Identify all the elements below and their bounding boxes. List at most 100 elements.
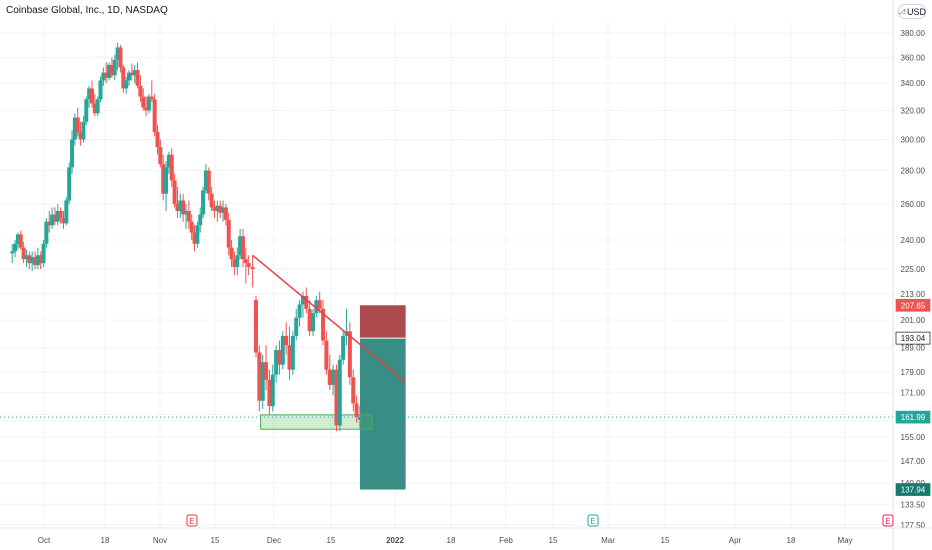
candle-body: [314, 300, 319, 314]
x-tick-label: Oct: [38, 536, 51, 545]
candle-body: [101, 72, 106, 81]
x-tick-label: 15: [211, 536, 220, 545]
x-tick-label: Apr: [729, 536, 742, 545]
candle-body: [201, 190, 206, 215]
candle-body: [98, 80, 103, 100]
x-tick-label: Feb: [499, 536, 513, 545]
candle-body: [172, 180, 177, 204]
candle-body: [32, 257, 37, 266]
earnings-marker-label: E: [590, 517, 595, 526]
candle-body: [55, 210, 60, 222]
candle-body: [112, 59, 117, 76]
price-badge-label: 137.94: [901, 486, 926, 495]
candle-body: [38, 255, 43, 264]
candle-body: [70, 139, 75, 168]
candle-body: [64, 200, 69, 224]
candle-body: [260, 362, 265, 401]
x-tick-label: Dec: [267, 536, 281, 545]
candle-body: [287, 345, 292, 370]
y-tick-label: 179.00: [901, 368, 926, 377]
x-tick-label: 18: [787, 536, 796, 545]
candle-body: [155, 132, 160, 148]
candle-body: [218, 205, 223, 213]
candle-body: [109, 64, 114, 76]
candle-body: [341, 335, 346, 360]
candle-body: [206, 170, 211, 194]
candle-body: [61, 218, 66, 224]
candle-body: [35, 255, 40, 266]
y-tick-label: 360.00: [901, 53, 926, 62]
candle-body: [104, 72, 109, 78]
candle-body: [221, 207, 226, 213]
candle-body: [175, 203, 180, 211]
earnings-marker: [587, 514, 599, 527]
earnings-marker: [882, 514, 894, 527]
chart-title: Coinbase Global, Inc., 1D, NASDAQ: [6, 5, 168, 16]
candle-body: [121, 67, 126, 89]
y-tick-label: 280.00: [901, 167, 926, 176]
candle-body: [310, 313, 315, 332]
candle-body: [274, 350, 279, 375]
candle-body: [253, 300, 258, 353]
candle-body: [264, 362, 269, 380]
y-tick-label: 380.00: [901, 29, 926, 38]
candle-body: [232, 259, 237, 268]
candle-body: [347, 331, 352, 378]
lock-icon: ⎇: [897, 8, 907, 16]
earnings-marker-label: E: [189, 517, 194, 526]
candle-body: [44, 221, 49, 244]
candle-body: [47, 221, 52, 226]
candle-body: [240, 236, 245, 260]
take-profit-zone: [359, 338, 406, 490]
grid-lines: [0, 22, 893, 528]
candle-body: [270, 374, 275, 407]
candle-body: [132, 70, 137, 76]
price-badge-label: 193.04: [901, 334, 926, 343]
candle-body: [334, 369, 339, 426]
candle-body: [192, 232, 197, 244]
price-badge-label: 207.65: [901, 301, 926, 310]
candle-body: [280, 335, 285, 365]
x-tick-label: 18: [447, 536, 456, 545]
candle-body: [27, 255, 32, 264]
price-badge-label: 161.99: [901, 413, 926, 422]
y-tick-label: 213.00: [901, 290, 926, 299]
candle-body: [300, 295, 305, 305]
currency-selector[interactable]: ⎇ USD: [898, 4, 926, 19]
candle-body: [166, 154, 171, 168]
candle-body: [229, 247, 234, 260]
candle-body: [21, 247, 26, 260]
y-tick-label: 147.00: [901, 457, 926, 466]
y-tick-label: 171.00: [901, 389, 926, 398]
candle-body: [198, 214, 203, 226]
stop-loss-zone: [359, 305, 406, 339]
candle-body: [152, 99, 157, 133]
candle-body: [58, 210, 63, 219]
candle-body: [304, 295, 309, 309]
candle-body: [13, 243, 18, 252]
x-tick-label: 2022: [386, 536, 404, 545]
y-tick-label: 189.00: [901, 344, 926, 353]
candle-body: [67, 167, 72, 201]
candle-body: [89, 88, 94, 104]
candle-body: [246, 263, 251, 268]
candle-body: [30, 257, 35, 264]
candle-body: [238, 236, 243, 256]
drawing-lines: [0, 254, 893, 418]
candle-body: [284, 335, 289, 346]
candle-body: [243, 259, 248, 264]
x-tick-label: 15: [661, 536, 670, 545]
candle-body: [209, 193, 214, 208]
candle-body: [52, 214, 57, 222]
candle-body: [290, 335, 295, 370]
y-tick-label: 201.00: [901, 316, 926, 325]
currency-label: USD: [907, 6, 927, 17]
support-zone: [260, 414, 373, 430]
candle-body: [18, 234, 23, 248]
candle-body: [178, 200, 183, 211]
candle-body: [215, 205, 220, 211]
y-tick-label: 127.50: [901, 521, 926, 530]
y-tick-label: 133.50: [901, 500, 926, 509]
